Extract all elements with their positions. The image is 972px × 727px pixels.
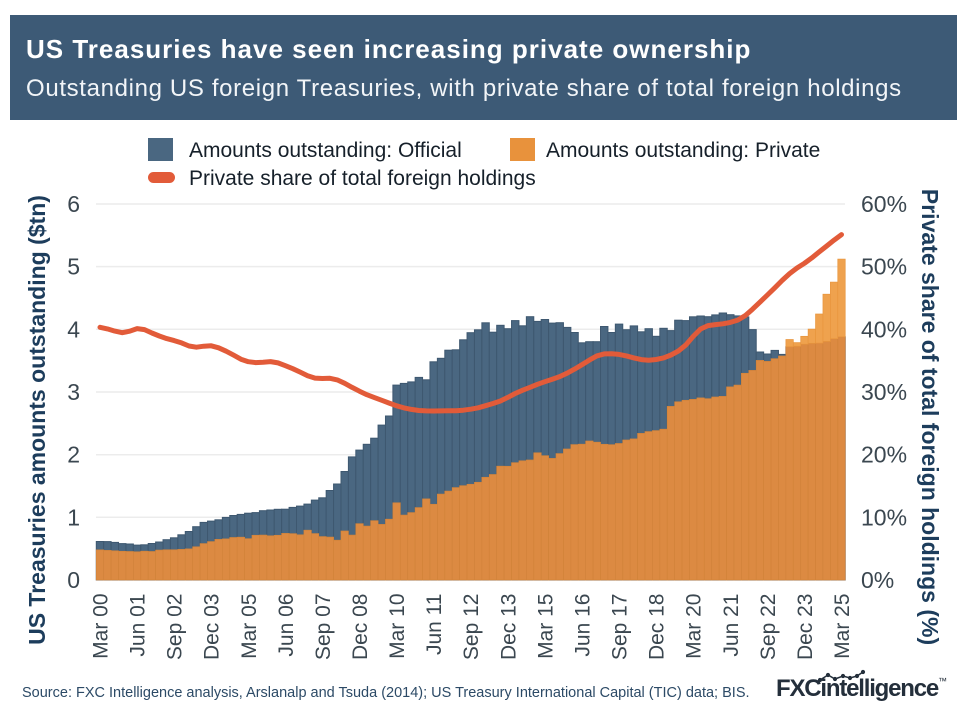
svg-text:US Treasuries amounts outstand: US Treasuries amounts outstanding ($tn) (24, 195, 50, 645)
svg-text:Amounts outstanding: Private: Amounts outstanding: Private (546, 139, 820, 162)
svg-text:Mar 15: Mar 15 (534, 594, 557, 659)
svg-text:Dec 13: Dec 13 (497, 594, 520, 661)
svg-text:FXCintelligence: FXCintelligence (776, 675, 939, 702)
svg-text:Jun 01: Jun 01 (127, 594, 150, 657)
svg-text:Dec 08: Dec 08 (349, 594, 372, 661)
svg-text:3: 3 (67, 379, 80, 405)
svg-text:Source: FXC Intelligence analy: Source: FXC Intelligence analysis, Arsla… (22, 685, 750, 701)
svg-text:Mar 20: Mar 20 (683, 594, 706, 659)
svg-text:Mar 00: Mar 00 (90, 594, 113, 659)
svg-text:6: 6 (67, 191, 80, 217)
svg-text:1: 1 (67, 504, 80, 530)
svg-text:Jun 21: Jun 21 (720, 594, 743, 657)
svg-text:40%: 40% (861, 316, 907, 342)
svg-text:Sep 07: Sep 07 (312, 594, 335, 661)
svg-text:Sep 17: Sep 17 (609, 594, 632, 661)
svg-text:0: 0 (67, 567, 80, 593)
svg-text:™: ™ (938, 676, 947, 686)
svg-text:Private share of total foreign: Private share of total foreign holdings (189, 167, 536, 190)
svg-text:30%: 30% (861, 379, 907, 405)
svg-text:Dec 03: Dec 03 (201, 594, 224, 661)
svg-text:Mar 10: Mar 10 (386, 594, 409, 659)
svg-text:Sep 22: Sep 22 (757, 594, 780, 661)
svg-text:5: 5 (67, 254, 80, 280)
svg-text:Jun 16: Jun 16 (572, 594, 595, 657)
svg-text:Jun 11: Jun 11 (423, 594, 446, 656)
svg-text:2: 2 (67, 442, 80, 468)
svg-text:60%: 60% (861, 191, 907, 217)
svg-text:0%: 0% (861, 567, 894, 593)
svg-text:50%: 50% (861, 254, 907, 280)
svg-text:US Treasuries have seen increa: US Treasuries have seen increasing priva… (26, 34, 751, 64)
svg-text:20%: 20% (861, 442, 907, 468)
svg-text:Mar 05: Mar 05 (238, 594, 261, 659)
svg-text:4: 4 (67, 316, 80, 342)
svg-text:Amounts outstanding: Official: Amounts outstanding: Official (189, 139, 462, 162)
svg-text:Outstanding US foreign Treasur: Outstanding US foreign Treasuries, with … (26, 75, 902, 102)
svg-text:Mar 25: Mar 25 (831, 594, 854, 659)
svg-text:Sep 02: Sep 02 (164, 594, 187, 661)
svg-text:Jun 06: Jun 06 (275, 594, 298, 657)
svg-text:Dec 18: Dec 18 (646, 594, 669, 661)
svg-text:Sep 12: Sep 12 (460, 594, 483, 661)
svg-text:Private share of total foreign: Private share of total foreign holdings … (917, 189, 943, 645)
svg-text:Dec 23: Dec 23 (794, 594, 817, 661)
svg-text:10%: 10% (861, 504, 907, 530)
